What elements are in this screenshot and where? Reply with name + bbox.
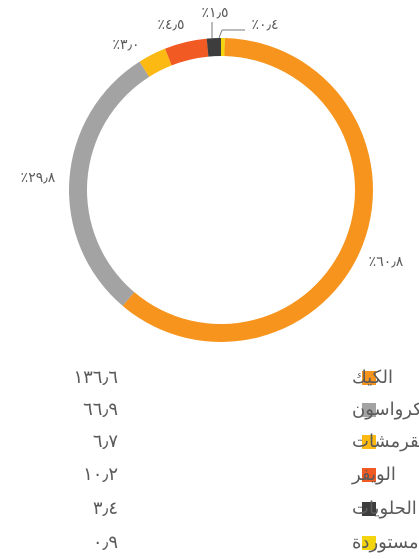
legend-value: ٦٫٧	[93, 431, 119, 452]
slice-label: ٪٣٫٠	[112, 37, 139, 53]
slice-label: ٪٤٫٥	[157, 17, 184, 33]
donut-slice	[221, 38, 225, 57]
legend-swatch	[362, 371, 376, 385]
legend-swatch	[362, 536, 376, 550]
legend-label: الحلويات	[352, 498, 417, 519]
legend-value: ١٣٦٫٦	[73, 367, 118, 388]
legend-value: ٠٫٩	[93, 532, 118, 553]
slice-label: ٪٦٠٫٨	[369, 254, 404, 270]
legend-label: الكيك	[352, 367, 393, 388]
leader-lines	[211, 22, 245, 39]
legend-swatch	[362, 403, 376, 417]
donut-slice	[68, 61, 150, 306]
legend-label: الكرواسون	[352, 399, 419, 420]
slice-label: ٪٠٫٤	[251, 17, 278, 33]
donut-slice	[122, 38, 373, 342]
donut-slice	[139, 48, 172, 77]
legend-swatch	[362, 502, 376, 516]
legend-swatch	[362, 468, 376, 482]
legend-label: الويفر	[351, 464, 396, 485]
donut-slice	[206, 38, 221, 57]
legend-value: ١٠٫٢	[83, 464, 118, 485]
slice-label: ٪٢٩٫٨	[21, 170, 56, 186]
slice-label: ٪١٫٥	[201, 5, 228, 21]
legend-value: ٣٫٤	[93, 498, 118, 519]
legend-label: منتجات مستوردة	[352, 532, 419, 553]
legend-swatch	[362, 435, 376, 449]
donut-slice	[165, 38, 209, 66]
legend-label: المقرمشات	[352, 431, 419, 452]
leader-line	[218, 29, 223, 39]
legend-value: ٦٦٫٩	[83, 399, 118, 420]
